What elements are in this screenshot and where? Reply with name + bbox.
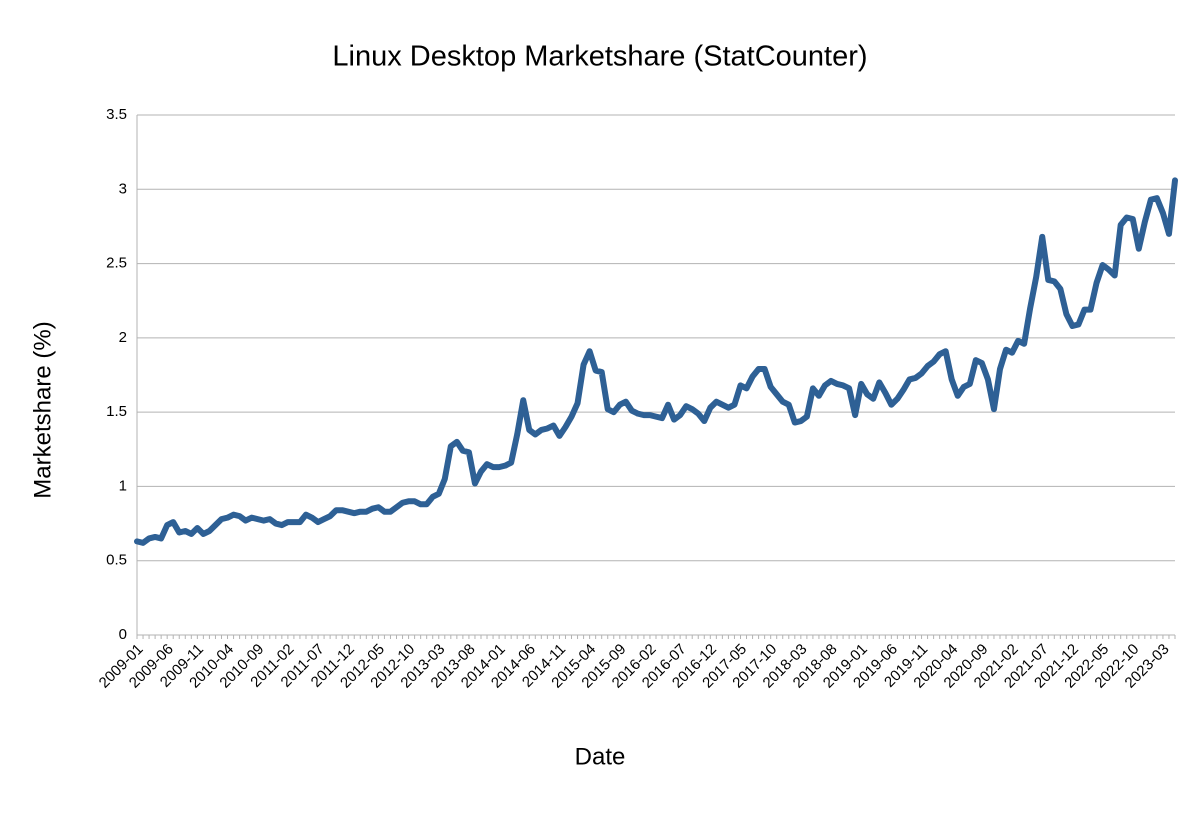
y-tick-label: 0.5 — [106, 552, 127, 569]
y-axis-label: Marketshare (%) — [29, 321, 56, 498]
y-tick-label: 0 — [119, 626, 127, 643]
y-tick-label: 1.5 — [106, 403, 127, 420]
chart-title: Linux Desktop Marketshare (StatCounter) — [332, 41, 867, 73]
y-tick-label: 3.5 — [106, 106, 127, 123]
y-tick-label: 1 — [119, 477, 127, 494]
x-axis-label: Date — [575, 743, 626, 770]
data-line — [134, 177, 1178, 546]
y-tick-label: 3 — [119, 180, 127, 197]
y-tick-label: 2 — [119, 329, 127, 346]
y-tick-label: 2.5 — [106, 255, 127, 272]
